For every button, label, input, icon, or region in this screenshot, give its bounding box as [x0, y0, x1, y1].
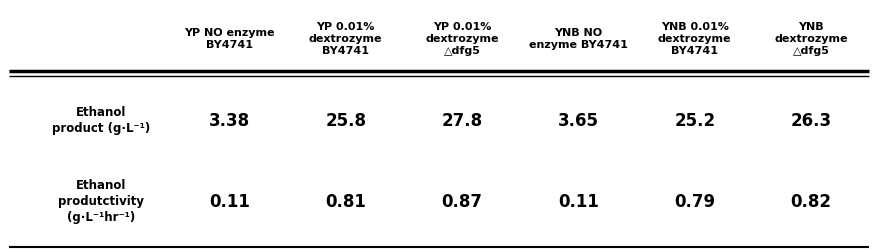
Text: 0.82: 0.82 [789, 193, 831, 211]
Text: Ethanol
product (g·L⁻¹): Ethanol product (g·L⁻¹) [52, 106, 150, 136]
Text: 27.8: 27.8 [441, 112, 482, 130]
Text: 0.79: 0.79 [674, 193, 715, 211]
Text: YNB 0.01%
dextrozyme
BY4741: YNB 0.01% dextrozyme BY4741 [657, 22, 731, 56]
Text: 25.8: 25.8 [324, 112, 366, 130]
Text: 0.11: 0.11 [557, 193, 598, 211]
Text: YP 0.01%
dextrozyme
△dfg5: YP 0.01% dextrozyme △dfg5 [424, 22, 498, 56]
Text: YP NO enzyme
BY4741: YP NO enzyme BY4741 [184, 28, 275, 50]
Text: YP 0.01%
dextrozyme
BY4741: YP 0.01% dextrozyme BY4741 [309, 22, 382, 56]
Text: 3.65: 3.65 [557, 112, 598, 130]
Text: 26.3: 26.3 [789, 112, 831, 130]
Text: YNB NO
enzyme BY4741: YNB NO enzyme BY4741 [528, 28, 627, 50]
Text: 25.2: 25.2 [674, 112, 715, 130]
Text: 3.38: 3.38 [209, 112, 250, 130]
Text: 0.87: 0.87 [441, 193, 482, 211]
Text: Ethanol
produtctivity
(g·L⁻¹hr⁻¹): Ethanol produtctivity (g·L⁻¹hr⁻¹) [58, 179, 144, 224]
Text: YNB
dextrozyme
△dfg5: YNB dextrozyme △dfg5 [774, 22, 847, 56]
Text: 0.11: 0.11 [209, 193, 250, 211]
Text: 0.81: 0.81 [324, 193, 366, 211]
